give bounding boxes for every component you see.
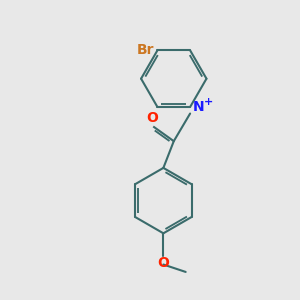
Text: O: O xyxy=(147,111,159,125)
Text: Br: Br xyxy=(136,44,154,57)
Text: N: N xyxy=(193,100,204,114)
Text: +: + xyxy=(203,97,213,106)
Text: O: O xyxy=(158,256,169,270)
